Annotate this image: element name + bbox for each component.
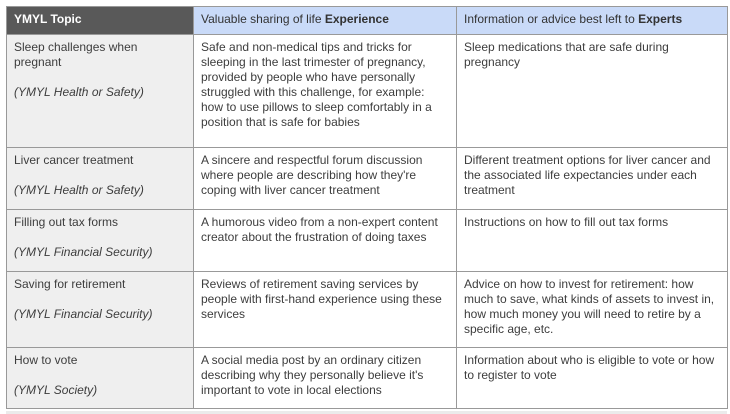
topic-cell: Sleep challenges when pregnant (YMYL Hea…	[6, 34, 194, 148]
experts-cell: Information about who is eligible to vot…	[456, 347, 728, 409]
header-experience: Valuable sharing of life Experience	[193, 6, 457, 35]
ymyl-table: YMYL Topic Valuable sharing of life Expe…	[6, 6, 728, 409]
topic-name: Liver cancer treatment	[14, 153, 134, 167]
experience-cell: A humorous video from a non-expert conte…	[193, 209, 457, 272]
experience-cell: Safe and non-medical tips and tricks for…	[193, 34, 457, 148]
topic-category: (YMYL Society)	[14, 383, 98, 397]
topic-name: How to vote	[14, 353, 78, 367]
topic-category: (YMYL Health or Safety)	[14, 183, 144, 197]
experience-cell: A social media post by an ordinary citiz…	[193, 347, 457, 409]
header-experts: Information or advice best left to Exper…	[456, 6, 728, 35]
ymyl-examples-table: YMYL Topic Valuable sharing of life Expe…	[6, 6, 728, 409]
header-experience-bold: Experience	[324, 12, 389, 26]
topic-name: Filling out tax forms	[14, 215, 119, 229]
topic-category: (YMYL Financial Security)	[14, 245, 153, 259]
topic-category: (YMYL Financial Security)	[14, 307, 153, 321]
table-row: Sleep challenges when pregnant (YMYL Hea…	[6, 34, 728, 148]
topic-name: Saving for retirement	[14, 277, 126, 291]
topic-cell: Filling out tax forms (YMYL Financial Se…	[6, 209, 194, 272]
header-experts-prefix: Information or advice best left to	[464, 12, 639, 26]
partial-row-below	[6, 411, 727, 414]
table-header-row: YMYL Topic Valuable sharing of life Expe…	[6, 6, 728, 35]
header-experts-bold: Experts	[638, 12, 683, 26]
topic-name: Sleep challenges when pregnant	[14, 40, 138, 69]
header-experience-prefix: Valuable sharing of life	[201, 12, 325, 26]
table-row: Filling out tax forms (YMYL Financial Se…	[6, 209, 728, 272]
topic-cell: Saving for retirement (YMYL Financial Se…	[6, 271, 194, 348]
experts-cell: Different treatment options for liver ca…	[456, 147, 728, 210]
topic-cell: How to vote (YMYL Society)	[6, 347, 194, 409]
topic-category: (YMYL Health or Safety)	[14, 85, 144, 99]
topic-cell: Liver cancer treatment (YMYL Health or S…	[6, 147, 194, 210]
table-row: How to vote (YMYL Society) A social medi…	[6, 347, 728, 409]
experts-cell: Instructions on how to fill out tax form…	[456, 209, 728, 272]
experience-cell: Reviews of retirement saving services by…	[193, 271, 457, 348]
experience-cell: A sincere and respectful forum discussio…	[193, 147, 457, 210]
header-ymyl-topic: YMYL Topic	[6, 6, 194, 35]
table-row: Liver cancer treatment (YMYL Health or S…	[6, 147, 728, 210]
table-row: Saving for retirement (YMYL Financial Se…	[6, 271, 728, 348]
experts-cell: Sleep medications that are safe during p…	[456, 34, 728, 148]
experts-cell: Advice on how to invest for retirement: …	[456, 271, 728, 348]
